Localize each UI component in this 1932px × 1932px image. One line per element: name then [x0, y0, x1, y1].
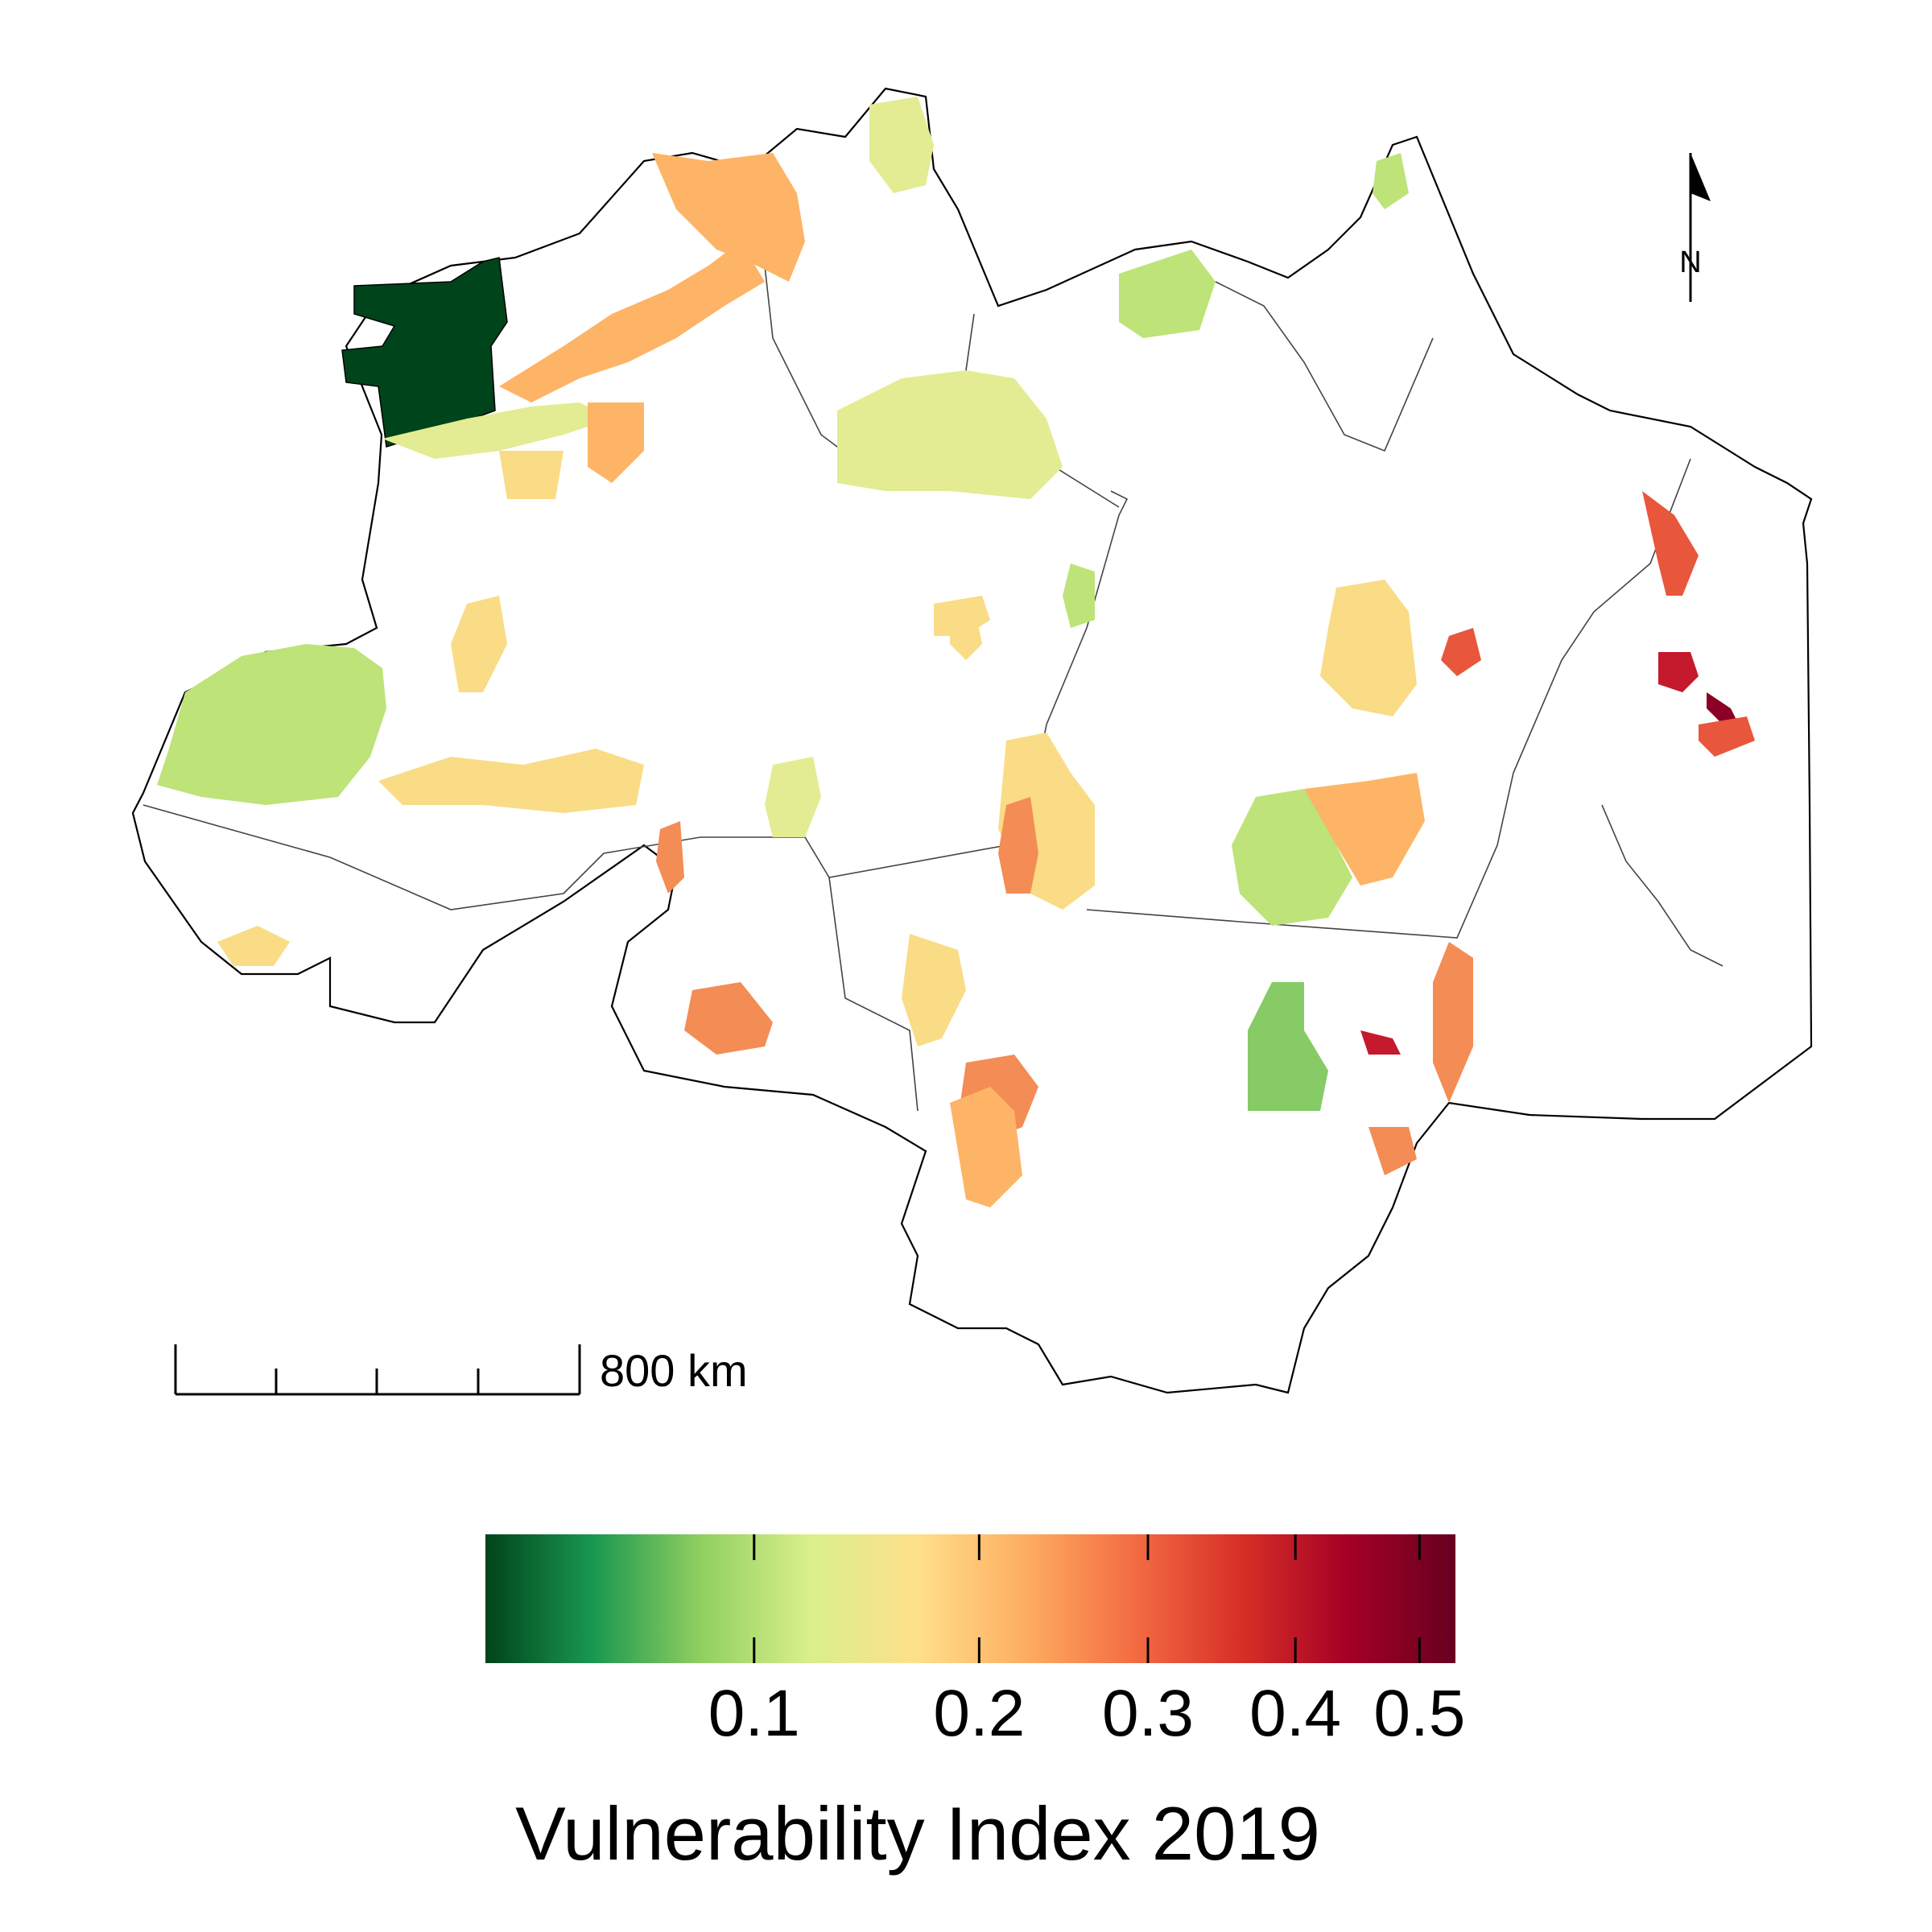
inner-boundary-5 — [764, 265, 854, 460]
legend-tick-label-4: 0.5 — [1373, 1677, 1465, 1750]
municipalities — [157, 97, 1755, 1208]
municipality-mt-centre-2 — [902, 934, 966, 1046]
municipality-ma-max — [1707, 692, 1739, 724]
inner-boundary-6 — [1215, 281, 1434, 452]
municipality-pa-center — [1320, 580, 1417, 716]
municipality-pa-orange — [1304, 773, 1425, 886]
inner-boundary-3 — [828, 877, 919, 1112]
municipality-mt-east — [1433, 942, 1473, 1103]
north-arrow-head — [1690, 153, 1711, 201]
municipality-sw-1 — [217, 926, 290, 966]
municipality-northwest-band — [499, 242, 765, 402]
municipality-pa-west-orange — [998, 797, 1038, 894]
inner-boundary-7 — [1601, 804, 1724, 967]
municipality-amazonas-south — [765, 757, 821, 837]
municipality-center-north — [837, 370, 1063, 499]
municipality-north-top — [869, 97, 934, 193]
municipality-west-strip — [382, 402, 612, 459]
legend-tick-label-3: 0.4 — [1249, 1677, 1341, 1750]
legend-tick-label-1: 0.2 — [933, 1677, 1025, 1750]
municipality-w-4 — [499, 451, 564, 499]
inner-boundary-2 — [1086, 458, 1691, 939]
municipality-far-north — [1373, 153, 1409, 209]
north-arrow-label: N — [1679, 246, 1701, 279]
scale-bar: 800 km — [174, 1344, 748, 1396]
municipality-east-north — [1119, 250, 1216, 338]
municipality-mt-west — [950, 1087, 1022, 1208]
municipality-ma-east — [1699, 716, 1755, 757]
municipality-mt-centre — [684, 982, 773, 1055]
municipality-ro-1 — [656, 821, 684, 894]
legend-ticks: 0.1 0.2 0.3 0.4 0.5 — [708, 1534, 1465, 1750]
municipality-w-3 — [588, 402, 644, 483]
municipality-w-2 — [451, 596, 507, 692]
municipality-red-pair — [1360, 1030, 1401, 1055]
color-legend: 0.1 0.2 0.3 0.4 0.5 Vulnerability Index 2019 — [485, 1534, 1465, 1876]
municipality-pa-green — [1232, 789, 1352, 926]
legend-tick-label-0: 0.1 — [708, 1677, 800, 1750]
municipality-mt-green — [1248, 982, 1328, 1111]
scale-bar-label: 800 km — [600, 1345, 748, 1396]
legend-tick-label-2: 0.3 — [1102, 1677, 1194, 1750]
municipality-ma-red-2 — [1658, 652, 1699, 692]
municipality-ma-red — [1642, 491, 1699, 596]
legend-title: Vulnerability Index 2019 — [515, 1791, 1320, 1876]
legend-colorbar — [485, 1534, 1455, 1663]
municipality-north-big — [652, 153, 805, 282]
municipality-west-large — [157, 644, 386, 805]
municipality-sm-green — [1063, 564, 1095, 628]
municipality-central-belt — [378, 749, 644, 813]
municipality-red-east — [1441, 628, 1481, 676]
municipality-se-1 — [1368, 1127, 1417, 1175]
north-arrow: N — [1679, 153, 1711, 302]
municipality-mid-1 — [934, 596, 990, 636]
